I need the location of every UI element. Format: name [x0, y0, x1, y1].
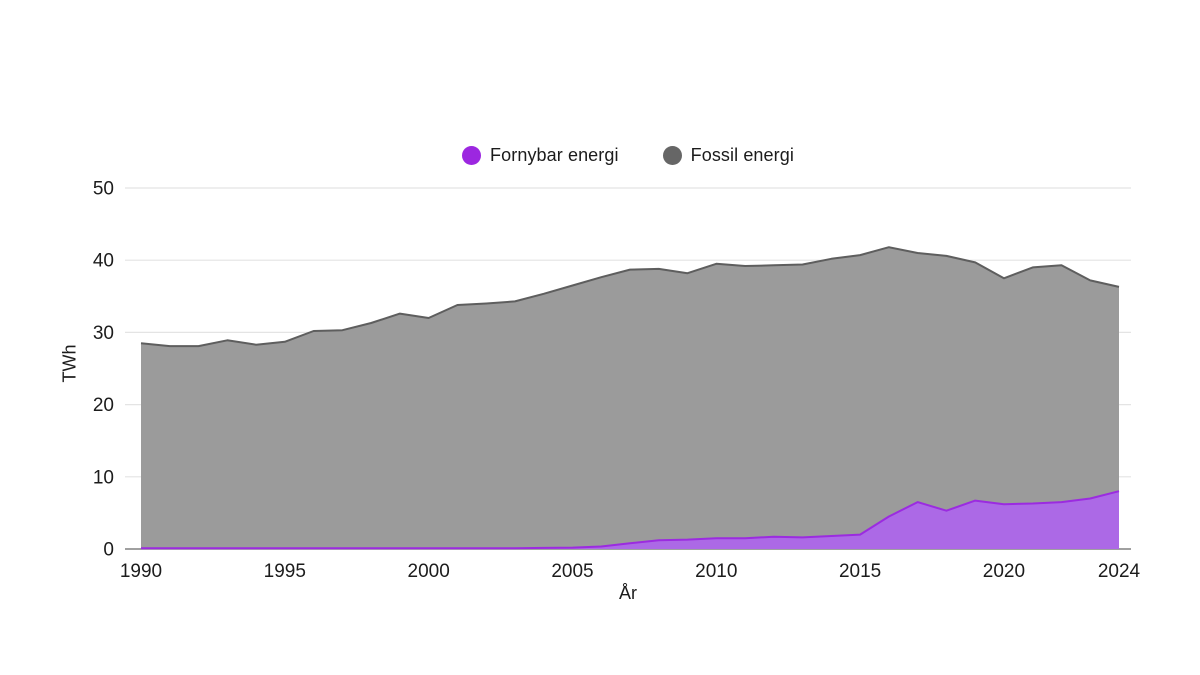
y-axis-title: TWh	[59, 344, 80, 383]
area-fossil-energi	[141, 247, 1119, 549]
x-tick-label: 2010	[695, 561, 737, 582]
x-axis-title: År	[619, 583, 637, 603]
x-tick-label: 2000	[408, 561, 450, 582]
area-fornybar-energi	[141, 491, 1119, 549]
legend-item-fornybar[interactable]: Fornybar energi	[462, 145, 619, 166]
fossil-legend-dot-icon	[662, 145, 682, 165]
x-tick-label: 2005	[551, 561, 593, 582]
y-tick-label: 20	[93, 395, 114, 416]
legend-label-fornybar: Fornybar energi	[490, 144, 619, 165]
y-tick-label: 30	[93, 323, 114, 344]
fornybar-legend-dot-icon	[462, 145, 482, 165]
line-fossil-energi	[140, 246, 1120, 348]
x-tick-label: 1995	[264, 561, 306, 582]
y-tick-label: 50	[93, 179, 114, 200]
legend-label-fossil: Fossil energi	[690, 144, 794, 165]
chart-legend: Fornybar energi Fossil energi	[125, 143, 1131, 167]
y-tick-label: 40	[93, 251, 114, 272]
y-tick-label: 10	[93, 467, 114, 488]
x-tick-label: 2024	[1098, 561, 1141, 582]
y-tick-label: 0	[103, 540, 114, 561]
x-tick-label: 2020	[983, 561, 1025, 582]
x-tick-label: 2015	[839, 561, 881, 582]
line-fornybar-energi	[141, 490, 1120, 550]
legend-item-fossil[interactable]: Fossil energi	[662, 144, 794, 166]
x-tick-label: 1990	[120, 561, 162, 582]
